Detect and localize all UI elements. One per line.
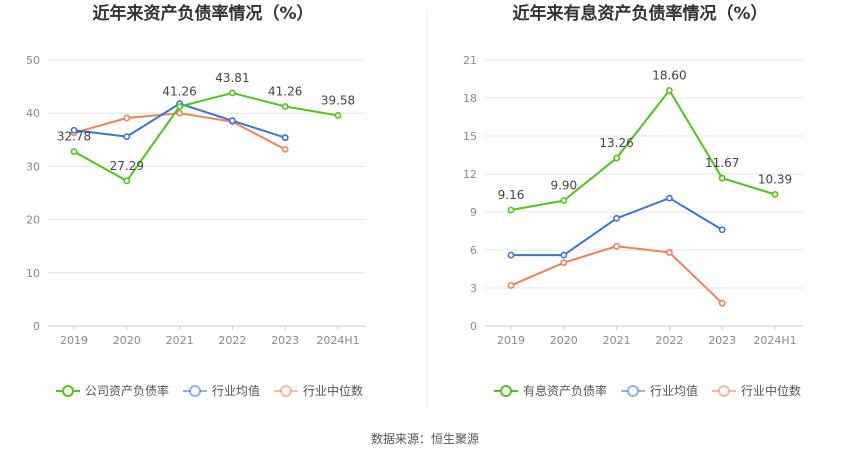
y-tick-label: 12 [463,168,477,181]
data-point-company [507,206,515,214]
data-point-avg [718,226,726,234]
legend-label: 行业均值 [212,383,260,398]
data-label: 27.29 [110,159,144,173]
data-point-company [771,190,779,198]
data-source: 数据来源：恒生聚源 [371,431,479,446]
data-point-median [281,145,289,153]
data-point-company [613,154,620,162]
x-tick-label: 2022 [655,334,683,347]
data-point-median [123,114,131,122]
x-tick-label: 2024H1 [316,334,359,347]
data-point-avg [507,251,515,259]
y-tick-label: 9 [470,206,477,219]
data-point-median [560,259,568,267]
x-tick-label: 2023 [271,334,299,347]
data-label: 41.26 [268,84,302,98]
x-tick-label: 2022 [218,334,246,347]
y-tick-label: 20 [26,214,40,227]
chart-title: 近年来资产负债率情况（%） [92,3,313,24]
legend-marker-company [62,385,74,397]
legend-label: 行业中位数 [303,383,363,398]
series-line-company [73,91,339,182]
data-point-company [560,197,568,204]
data-point-avg [613,214,620,222]
x-tick-label: 2024H1 [753,334,796,347]
y-tick-label: 0 [470,320,477,333]
y-tick-label: 40 [26,107,40,120]
legend-marker-avg [627,385,639,397]
legend-label: 行业均值 [650,383,698,398]
data-point-company [718,174,726,182]
data-point-median [176,109,183,117]
y-tick-label: 10 [26,267,40,280]
y-tick-label: 6 [470,244,477,257]
data-label: 41.26 [162,84,196,98]
legend-label: 公司资产负债率 [85,383,169,398]
data-label: 32.78 [57,130,91,144]
legend-label: 行业中位数 [741,383,801,398]
y-tick-label: 18 [463,92,477,105]
interest-bearing-debt-ratio-chart: 近年来有息资产负债率情况（%） 0 3 6 9 12 15 18 21 2019 2020 2021… [463,3,803,398]
data-point-avg [281,134,289,142]
data-point-median [718,299,726,307]
data-label: 43.81 [215,71,249,85]
data-point-company [123,177,131,185]
data-point-company [176,103,183,110]
x-tick-label: 2023 [708,334,736,347]
debt-ratio-chart: 近年来资产负债率情况（%） 0 10 20 30 40 50 2019 2020 2021 202… [26,3,366,398]
data-label: 9.90 [550,179,577,193]
y-tick-label: 30 [26,160,40,173]
data-point-median [666,249,673,256]
data-point-median [613,242,620,250]
chart-title: 近年来有息资产负债率情况（%） [512,3,767,24]
x-tick-label: 2019 [497,334,525,347]
legend-marker-median [718,385,730,397]
data-point-avg [123,133,131,141]
data-point-avg [70,126,78,134]
data-label: 10.39 [758,172,792,186]
x-tick-label: 2021 [603,334,631,347]
y-tick-label: 21 [463,54,477,67]
data-point-company [334,112,342,119]
series-line-company [510,89,776,211]
data-label: 11.67 [705,156,739,170]
data-label: 39.58 [321,93,355,107]
x-tick-label: 2020 [550,334,578,347]
data-label: 13.26 [599,136,633,150]
data-point-company [281,103,289,110]
data-point-company [228,89,236,97]
y-tick-label: 3 [470,282,477,295]
series-line-median [73,112,286,151]
data-point-company [70,148,78,156]
y-tick-label: 50 [26,54,40,67]
data-label: 9.16 [498,188,525,202]
legend-marker-company [500,385,512,397]
x-tick-label: 2020 [113,334,141,347]
y-tick-label: 0 [33,320,40,333]
data-label: 18.60 [652,68,686,82]
legend-marker-median [280,385,292,397]
legend-marker-avg [189,385,201,397]
data-point-avg [666,194,673,202]
data-point-avg [228,117,236,125]
data-point-median [507,282,515,289]
y-tick-label: 15 [463,130,477,143]
data-point-avg [560,251,568,259]
legend-label: 有息资产负债率 [523,383,607,398]
x-tick-label: 2021 [166,334,194,347]
x-tick-label: 2019 [60,334,88,347]
data-point-company [666,87,673,94]
